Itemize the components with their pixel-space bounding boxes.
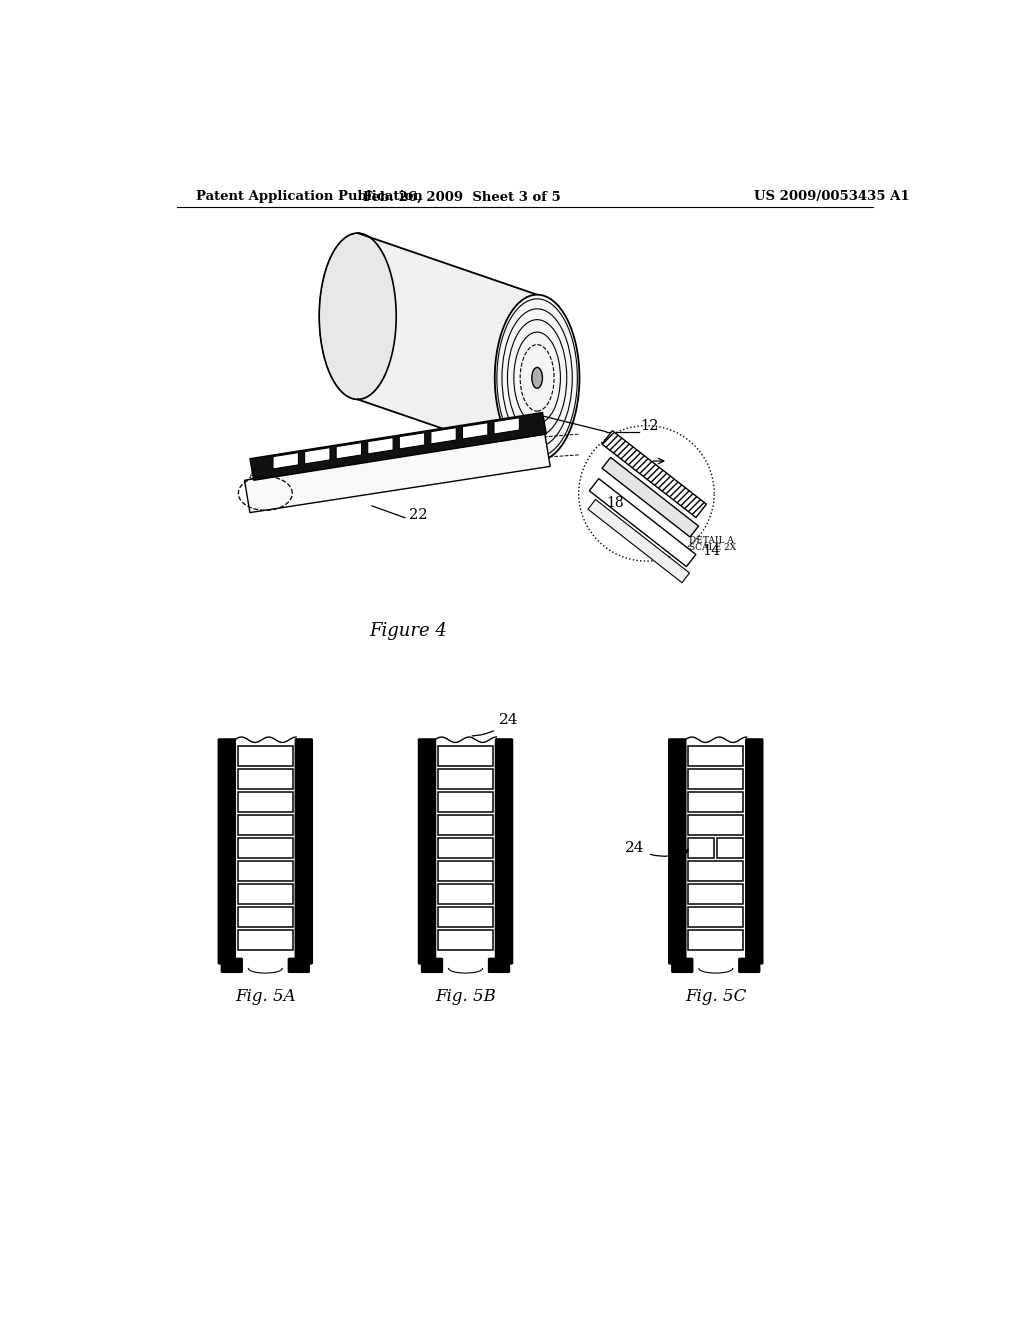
Text: 24: 24 bbox=[626, 841, 688, 857]
Bar bbox=[688, 792, 743, 812]
Text: 12: 12 bbox=[640, 420, 658, 433]
Polygon shape bbox=[368, 438, 393, 454]
Bar bbox=[238, 861, 293, 880]
FancyBboxPatch shape bbox=[738, 958, 761, 973]
FancyBboxPatch shape bbox=[745, 738, 764, 965]
Bar bbox=[688, 884, 743, 904]
Text: 14: 14 bbox=[701, 544, 720, 558]
FancyBboxPatch shape bbox=[295, 738, 313, 965]
Polygon shape bbox=[590, 479, 696, 566]
Bar bbox=[238, 931, 293, 950]
Text: US 2009/0053435 A1: US 2009/0053435 A1 bbox=[755, 190, 910, 203]
Text: DETAIL A: DETAIL A bbox=[689, 536, 733, 545]
FancyBboxPatch shape bbox=[217, 738, 237, 965]
Bar bbox=[238, 770, 293, 789]
Bar bbox=[438, 907, 494, 927]
Bar bbox=[238, 792, 293, 812]
Text: SCALE 2X: SCALE 2X bbox=[689, 543, 736, 552]
FancyBboxPatch shape bbox=[671, 958, 693, 973]
Text: 18: 18 bbox=[606, 496, 624, 511]
Text: Fig. 5B: Fig. 5B bbox=[435, 989, 496, 1006]
Polygon shape bbox=[250, 412, 547, 480]
Bar bbox=[688, 814, 743, 834]
Polygon shape bbox=[245, 434, 550, 512]
Bar bbox=[234, 739, 296, 960]
Text: Figure 4: Figure 4 bbox=[370, 622, 447, 640]
Bar bbox=[688, 861, 743, 880]
Bar bbox=[438, 884, 494, 904]
Bar bbox=[238, 814, 293, 834]
Text: Patent Application Publication: Patent Application Publication bbox=[196, 190, 423, 203]
FancyBboxPatch shape bbox=[495, 738, 513, 965]
Polygon shape bbox=[431, 428, 457, 444]
FancyBboxPatch shape bbox=[220, 958, 243, 973]
Bar bbox=[238, 884, 293, 904]
Bar bbox=[238, 907, 293, 927]
Bar bbox=[438, 770, 494, 789]
Bar bbox=[438, 814, 494, 834]
Text: A: A bbox=[248, 470, 256, 480]
FancyBboxPatch shape bbox=[487, 958, 510, 973]
Text: 24: 24 bbox=[472, 714, 518, 735]
Bar bbox=[688, 931, 743, 950]
Polygon shape bbox=[588, 499, 689, 582]
FancyBboxPatch shape bbox=[418, 738, 436, 965]
Bar bbox=[688, 770, 743, 789]
Polygon shape bbox=[602, 457, 698, 537]
Ellipse shape bbox=[531, 367, 543, 388]
Ellipse shape bbox=[319, 234, 396, 400]
Polygon shape bbox=[463, 422, 487, 440]
FancyBboxPatch shape bbox=[288, 958, 310, 973]
Polygon shape bbox=[336, 442, 361, 459]
Bar bbox=[438, 746, 494, 766]
Text: Fig. 5A: Fig. 5A bbox=[234, 989, 296, 1006]
Bar bbox=[685, 739, 746, 960]
Bar bbox=[717, 838, 743, 858]
Polygon shape bbox=[602, 430, 707, 517]
Bar bbox=[688, 907, 743, 927]
Text: Feb. 26, 2009  Sheet 3 of 5: Feb. 26, 2009 Sheet 3 of 5 bbox=[362, 190, 560, 203]
Polygon shape bbox=[494, 417, 519, 434]
Text: 22: 22 bbox=[410, 508, 428, 521]
Bar bbox=[238, 746, 293, 766]
Bar bbox=[438, 861, 494, 880]
Polygon shape bbox=[357, 234, 538, 461]
Bar bbox=[438, 838, 494, 858]
Polygon shape bbox=[273, 453, 298, 469]
Bar bbox=[688, 838, 714, 858]
Text: Fig. 5C: Fig. 5C bbox=[685, 989, 746, 1006]
Polygon shape bbox=[399, 433, 425, 449]
Ellipse shape bbox=[495, 294, 580, 461]
Polygon shape bbox=[304, 447, 330, 463]
Bar bbox=[438, 792, 494, 812]
Bar bbox=[688, 746, 743, 766]
Bar bbox=[438, 931, 494, 950]
Bar bbox=[435, 739, 497, 960]
FancyBboxPatch shape bbox=[668, 738, 686, 965]
FancyBboxPatch shape bbox=[421, 958, 443, 973]
Bar bbox=[238, 838, 293, 858]
